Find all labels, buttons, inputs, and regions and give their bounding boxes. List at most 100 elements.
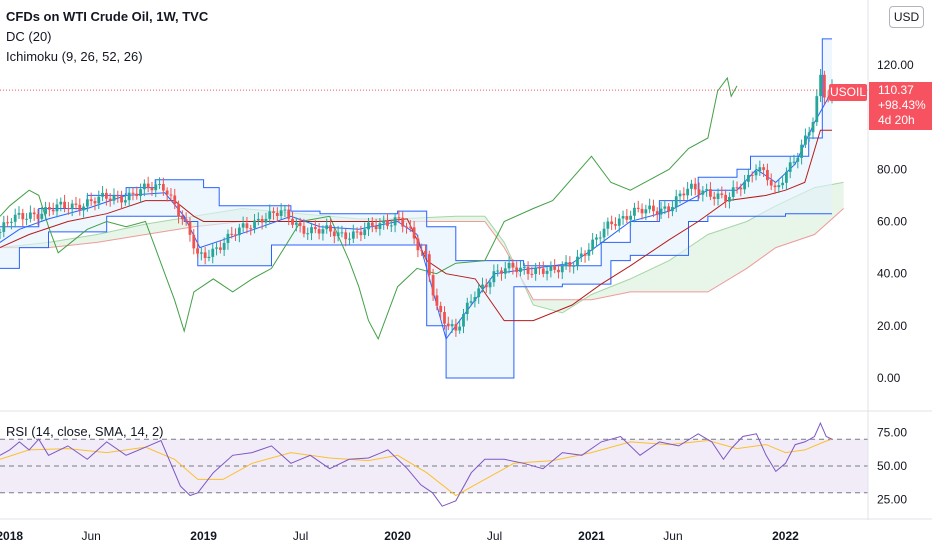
candle-body xyxy=(519,267,522,272)
candle-body xyxy=(180,216,184,220)
candle-body xyxy=(298,222,302,226)
candle-body xyxy=(541,268,545,274)
candle-body xyxy=(671,207,674,212)
candle-body xyxy=(629,215,633,220)
chart-title[interactable]: CFDs on WTI Crude Oil, 1W, TVC xyxy=(6,9,209,24)
candle-body xyxy=(743,181,747,190)
candle-body xyxy=(716,193,720,199)
candle-body xyxy=(507,262,511,269)
legend-donchian[interactable]: DC (20) xyxy=(6,29,52,44)
candle-body xyxy=(355,231,359,233)
candle-body xyxy=(788,162,792,172)
candle-body xyxy=(108,198,112,201)
time-tick-label: 2018 xyxy=(0,529,23,543)
candle-body xyxy=(800,144,804,158)
candle-body xyxy=(408,226,412,228)
candle-body xyxy=(606,221,610,229)
candle-body xyxy=(120,196,123,203)
candle-body xyxy=(348,238,351,240)
candle-body xyxy=(47,207,51,210)
candle-body xyxy=(602,228,606,238)
price-pane[interactable] xyxy=(0,38,868,379)
candle-body xyxy=(747,174,750,182)
candle-body xyxy=(785,171,788,183)
candle-body xyxy=(431,275,435,296)
candle-body xyxy=(344,232,348,240)
candle-body xyxy=(192,234,196,249)
candle-body xyxy=(526,267,530,274)
candle-body xyxy=(165,190,169,195)
candle-body xyxy=(260,218,264,223)
legend-rsi[interactable]: RSI (14, close, SMA, 14, 2) xyxy=(6,424,164,439)
candle-body xyxy=(731,187,735,197)
candle-body xyxy=(28,212,32,219)
rsi-tick-label: 25.00 xyxy=(877,493,907,507)
candle-body xyxy=(173,195,177,205)
rsi-pane[interactable] xyxy=(0,421,868,507)
candle-body xyxy=(401,217,405,227)
candle-body xyxy=(773,185,777,188)
candle-body xyxy=(230,233,234,235)
candle-body xyxy=(621,216,625,219)
candle-body xyxy=(325,225,329,230)
price-tick-label: 20.00 xyxy=(877,319,907,333)
candle-body xyxy=(161,184,165,191)
currency-button[interactable]: USD xyxy=(889,6,924,28)
senkou-span-a xyxy=(0,181,844,314)
candle-body xyxy=(112,195,116,201)
candle-body xyxy=(439,305,443,313)
candle-body xyxy=(313,227,317,230)
candle-body xyxy=(416,238,420,251)
candle-body xyxy=(640,208,644,214)
candle-body xyxy=(754,170,758,176)
kijun-sen xyxy=(0,129,832,322)
candle-body xyxy=(389,225,393,227)
candle-body xyxy=(572,265,576,267)
candle-body xyxy=(351,231,355,239)
candle-body xyxy=(211,248,215,257)
rsi-tick-label: 75.00 xyxy=(877,426,907,440)
candle-body xyxy=(674,196,678,208)
candle-body xyxy=(283,209,287,211)
candle-body xyxy=(610,221,614,225)
candle-body xyxy=(279,210,283,216)
time-tick-label: 2022 xyxy=(772,529,799,543)
candle-body xyxy=(249,228,253,230)
candle-body xyxy=(310,227,313,234)
candle-body xyxy=(203,252,207,259)
candle-body xyxy=(549,266,553,271)
last-price-box: 110.37 +98.43% 4d 20h xyxy=(869,82,932,130)
candle-body xyxy=(564,262,568,266)
candle-body xyxy=(769,180,773,186)
candle-body xyxy=(678,193,682,197)
candle-body xyxy=(131,192,135,194)
candle-body xyxy=(241,223,245,228)
candle-body xyxy=(370,222,374,226)
candle-body xyxy=(253,220,256,229)
candle-body xyxy=(446,323,450,327)
candle-body xyxy=(237,227,241,236)
candle-body xyxy=(777,185,781,188)
candle-body xyxy=(306,233,310,235)
price-tick-label: 60.00 xyxy=(877,215,907,229)
candle-body xyxy=(154,184,158,191)
candle-body xyxy=(473,297,477,302)
candle-body xyxy=(405,226,408,228)
candle-body xyxy=(82,206,85,211)
legend-ichimoku[interactable]: Ichimoku (9, 26, 52, 26) xyxy=(6,49,143,64)
candle-body xyxy=(443,312,446,324)
time-tick-label: 2021 xyxy=(578,529,605,543)
candle-body xyxy=(796,157,800,162)
candle-body xyxy=(617,218,621,226)
candle-body xyxy=(511,262,515,268)
candle-body xyxy=(59,201,63,205)
candle-body xyxy=(823,74,826,98)
candle-body xyxy=(85,199,89,207)
candle-body xyxy=(139,189,142,197)
chikou-span xyxy=(0,76,738,341)
candle-body xyxy=(215,247,218,249)
candle-body xyxy=(450,324,454,327)
candle-body xyxy=(781,182,785,186)
